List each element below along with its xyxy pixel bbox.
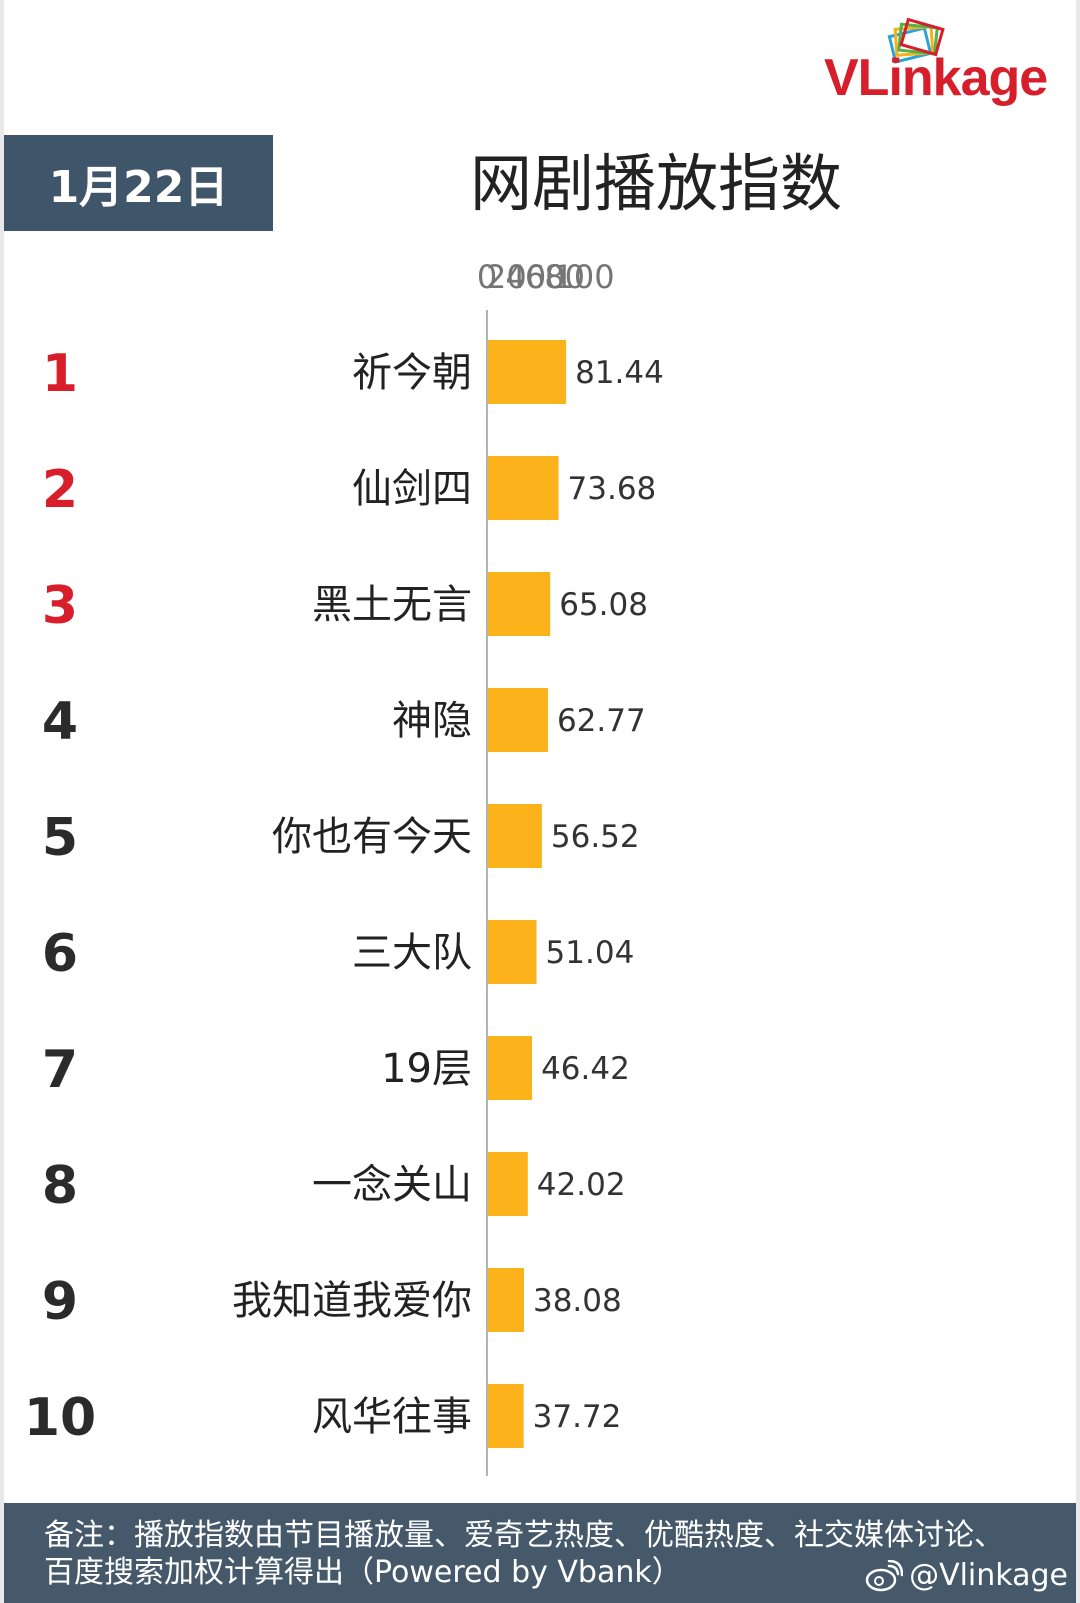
bar-value-label: 46.42 [541, 1051, 630, 1087]
category-label: 风华往事 [312, 1394, 472, 1440]
bar-value-label: 42.02 [537, 1167, 626, 1203]
bar [487, 920, 537, 984]
page-frame-right [1076, 0, 1080, 1603]
bar-value-label: 37.72 [533, 1399, 622, 1435]
bar-value-label: 51.04 [546, 935, 635, 971]
rank-number: 4 [42, 692, 78, 752]
vlinkage-logo: VLinkage [824, 18, 1074, 113]
rank-number: 1 [42, 344, 78, 404]
category-label: 一念关山 [312, 1162, 472, 1208]
rank-number: 9 [42, 1272, 78, 1332]
bar-value-label: 38.08 [533, 1283, 622, 1319]
date-text: 1月22日 [48, 162, 229, 213]
rank-number: 5 [42, 808, 78, 868]
page-frame-left [0, 0, 4, 1603]
bar [487, 804, 542, 868]
weibo-icon [865, 1559, 904, 1591]
bar [487, 1268, 524, 1332]
footer-note: 备注：播放指数由节目播放量、爱奇艺热度、优酷热度、社交媒体讨论、百度搜索加权计算… [44, 1518, 1004, 1590]
category-label: 我知道我爱你 [232, 1278, 472, 1324]
x-tick-label: 60 [525, 258, 566, 296]
footer: 备注：播放指数由节目播放量、爱奇艺热度、优酷热度、社交媒体讨论、百度搜索加权计算… [4, 1503, 1076, 1603]
category-label: 仙剑四 [352, 466, 472, 512]
x-tick-label: 0 [477, 258, 497, 296]
category-label: 黑土无言 [312, 582, 472, 628]
weibo-credit: @Vlinkage [865, 1558, 1068, 1593]
logo-cards-icon [887, 18, 945, 64]
weibo-handle: @Vlinkage [909, 1558, 1068, 1593]
category-label: 19层 [381, 1046, 472, 1092]
category-label: 三大队 [352, 930, 472, 976]
bar [487, 1384, 524, 1448]
bar [487, 1152, 528, 1216]
x-tick-label: 80 [544, 258, 585, 296]
bar-value-label: 73.68 [568, 471, 657, 507]
logo-text: VLinkage [824, 49, 1048, 107]
bar [487, 1036, 533, 1100]
bar [487, 688, 548, 752]
rank-number: 10 [24, 1388, 96, 1448]
rank-number: 2 [42, 460, 78, 520]
bar-value-label: 56.52 [551, 819, 640, 855]
chart-title: 网剧播放指数 [470, 147, 843, 220]
category-label: 祈今朝 [352, 350, 472, 396]
bar-value-label: 62.77 [557, 703, 646, 739]
bar-value-label: 65.08 [559, 587, 648, 623]
bar [487, 456, 559, 520]
x-tick-label: 100 [554, 258, 615, 296]
rank-number: 8 [42, 1156, 78, 1216]
category-label: 你也有今天 [272, 814, 472, 860]
x-tick-label: 40 [505, 258, 546, 296]
bar-value-label: 81.44 [575, 355, 664, 391]
date-badge: 1月22日 [4, 135, 273, 231]
x-tick-label: 20 [486, 258, 527, 296]
bar [487, 340, 567, 404]
category-label: 神隐 [392, 698, 472, 744]
rank-number: 7 [42, 1040, 78, 1100]
rank-number: 3 [42, 576, 78, 636]
bar [487, 572, 551, 636]
rank-number: 6 [42, 924, 78, 984]
